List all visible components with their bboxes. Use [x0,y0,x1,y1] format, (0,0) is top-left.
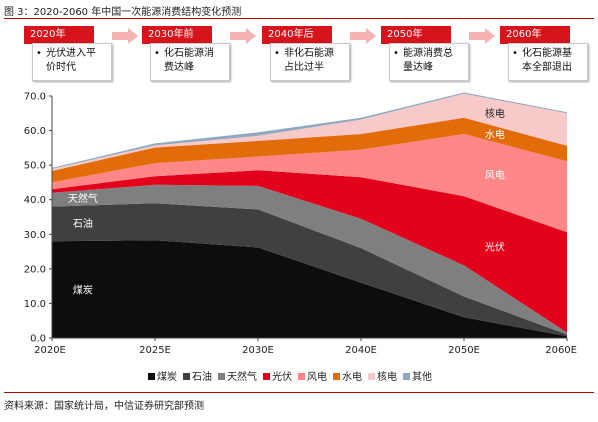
bullet-icon: • [274,48,280,59]
legend-label: 光伏 [272,372,292,383]
timeline-description: • 化石能源消费达峰 [150,43,230,81]
legend-item: 核电 [368,368,397,383]
timeline-stage: 2050年 • 能源消费总量达峰 [381,26,469,82]
timeline-stage: 2060年 • 化石能源基本全部退出 [500,26,588,82]
timeline-year: 2040年后 [262,26,332,44]
bottom-divider [4,392,594,393]
area-series [52,170,567,333]
legend-item: 煤炭 [148,368,177,383]
legend-label: 石油 [192,372,212,383]
timeline-description: • 非化石能源占比过半 [270,43,350,81]
legend-swatch [218,373,225,380]
timeline-arrow-icon [112,28,138,44]
area-label: 石油 [73,217,93,230]
y-tick-label: 50.0 [24,161,46,172]
area-series [52,93,567,171]
x-tick-label: 2060E [545,345,577,356]
timeline-line: 量达峰 [403,62,433,73]
legend-swatch [148,373,155,380]
bullet-icon: • [512,48,518,59]
timeline-year: 2050年 [381,26,451,44]
timeline-description: • 光伏进入平价时代 [32,43,112,81]
legend-swatch [183,373,190,380]
legend-label: 煤炭 [157,372,177,383]
legend-item: 风电 [298,368,327,383]
x-tick-label: 2040E [345,345,377,356]
legend-label: 天然气 [227,372,257,383]
timeline-line: 非化石能源 [284,48,334,59]
timeline-line: 占比过半 [284,62,324,73]
area-label: 水电 [485,128,505,141]
timeline-arrow-icon [230,28,256,44]
legend-label: 核电 [377,372,397,383]
x-tick-label: 2030E [242,345,274,356]
y-tick-label: 60.0 [24,126,46,137]
legend-item: 水电 [333,368,362,383]
area-label: 天然气 [68,192,98,205]
legend-label: 风电 [307,372,327,383]
timeline-arrow-icon [469,28,495,44]
area-label: 风电 [485,169,505,182]
y-tick-label: 40.0 [24,195,46,206]
legend-swatch [403,373,410,380]
legend-item: 天然气 [218,368,257,383]
figure-title: 图 3：2020-2060 年中国一次能源消费结构变化预测 [4,7,242,18]
timeline-description: • 能源消费总量达峰 [389,43,469,81]
area-series [52,184,567,335]
area-label: 光伏 [485,240,505,253]
y-tick-label: 70.0 [24,92,46,103]
area-series [52,240,567,338]
energy-area-chart: 0.0 10.0 20.0 30.0 40.0 50.0 60.0 70.0 2020E 2025… [24,92,577,357]
bullet-icon: • [393,48,399,59]
legend-item: 石油 [183,368,212,383]
timeline-stage: 2020年 • 光伏进入平价时代 [24,26,112,82]
area-series [52,203,567,337]
area-series [52,117,567,183]
timeline-stage: 2040年后 • 非化石能源占比过半 [262,26,350,82]
timeline-arrow-icon [350,28,376,44]
y-tick-label: 0.0 [30,334,46,345]
legend-item: 光伏 [263,368,292,383]
area-label: 煤炭 [73,283,93,296]
timeline-line: 能源消费总 [403,48,453,59]
timeline-year: 2030年前 [142,26,212,44]
y-tick-label: 30.0 [24,230,46,241]
timeline-line: 本全部退出 [522,62,572,73]
timeline-line: 价时代 [46,62,76,73]
timeline-year: 2020年 [24,26,94,44]
y-tick-label: 20.0 [24,264,46,275]
legend-swatch [368,373,375,380]
chart-legend: 煤炭 石油 天然气 光伏 风电 水电 核电 其他 [148,368,438,383]
legend-swatch [263,373,270,380]
x-tick-label: 2025E [139,345,171,356]
area-label: 核电 [485,107,505,120]
timeline-line: 化石能源消 [164,48,214,59]
timeline-year: 2060年 [500,26,570,44]
area-series [52,134,567,233]
legend-swatch [333,373,340,380]
top-divider [4,18,594,19]
milestone-timeline: 2020年 • 光伏进入平价时代 2030年前 • 化石能源消费达峰 2040年后 • 非化石能… [0,22,598,88]
x-tick-label: 2050E [448,345,480,356]
timeline-description: • 化石能源基本全部退出 [508,43,588,81]
legend-label: 水电 [342,372,362,383]
x-tick-label: 2020E [34,345,66,356]
y-tick-label: 10.0 [24,299,46,310]
legend-item: 其他 [403,368,432,383]
legend-label: 其他 [412,372,432,383]
bullet-icon: • [154,48,160,59]
legend-swatch [298,373,305,380]
timeline-line: 光伏进入平 [46,48,96,59]
bullet-icon: • [36,48,42,59]
timeline-line: 化石能源基 [522,48,572,59]
timeline-stage: 2030年前 • 化石能源消费达峰 [142,26,230,82]
source-note: 资料来源：国家统计局，中信证券研究部预测 [4,401,204,412]
timeline-line: 费达峰 [164,62,194,73]
